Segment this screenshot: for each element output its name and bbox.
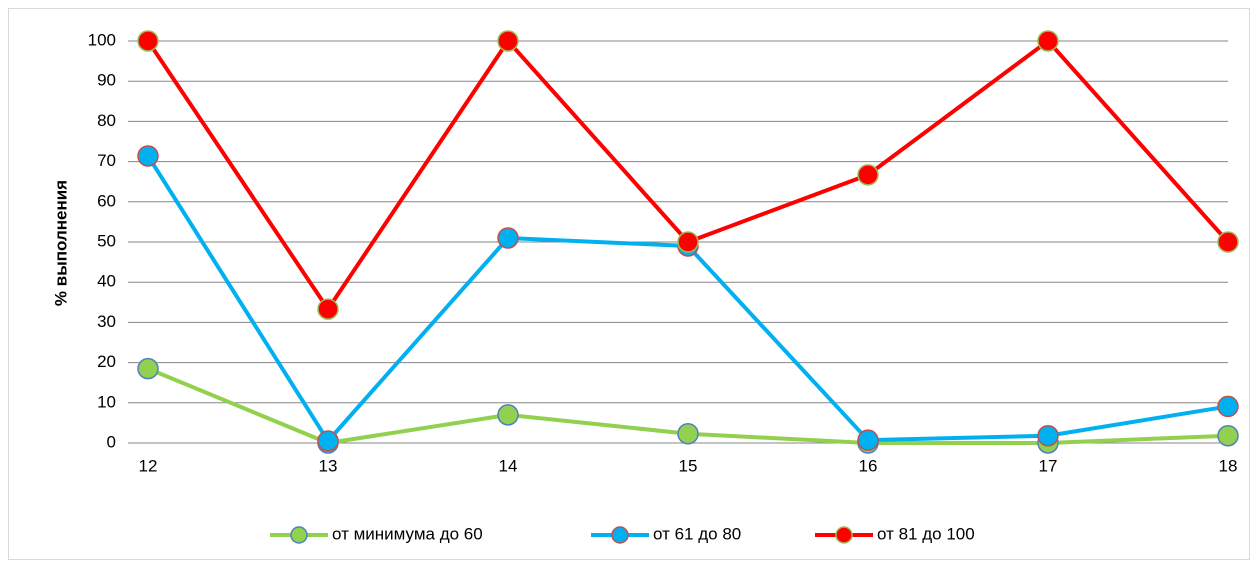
y-tick-label: 40 xyxy=(97,272,116,291)
y-axis-label: % выполнения xyxy=(51,180,70,306)
legend-marker xyxy=(835,526,853,544)
data-point xyxy=(1037,425,1059,447)
x-tick-label: 15 xyxy=(679,456,698,475)
legend-label: от 61 до 80 xyxy=(653,524,741,543)
x-tick-label: 14 xyxy=(499,456,518,475)
y-tick-label: 80 xyxy=(97,111,116,130)
x-tick-label: 18 xyxy=(1219,456,1238,475)
legend-marker xyxy=(290,526,308,544)
y-tick-label: 60 xyxy=(97,191,116,210)
x-tick-label: 17 xyxy=(1039,456,1058,475)
y-tick-label: 0 xyxy=(107,432,116,451)
chart-frame xyxy=(8,8,1250,560)
data-point xyxy=(317,298,339,320)
data-point xyxy=(857,164,879,186)
data-point xyxy=(137,145,159,167)
y-tick-label: 100 xyxy=(88,30,116,49)
x-tick-label: 13 xyxy=(319,456,338,475)
data-point xyxy=(317,430,339,452)
data-point xyxy=(1217,395,1239,418)
data-point xyxy=(137,357,159,380)
y-tick-label: 10 xyxy=(97,392,116,411)
data-point xyxy=(497,404,519,426)
data-point xyxy=(497,30,519,52)
data-point xyxy=(137,30,159,52)
y-tick-label: 20 xyxy=(97,352,116,371)
legend-label: от 81 до 100 xyxy=(877,524,975,543)
data-point xyxy=(1217,425,1239,447)
legend-label: от минимума до 60 xyxy=(332,524,483,543)
x-tick-label: 16 xyxy=(859,456,878,475)
y-tick-label: 50 xyxy=(97,231,116,250)
data-point xyxy=(857,429,879,451)
data-point xyxy=(677,423,699,445)
y-tick-label: 90 xyxy=(97,71,116,90)
data-point xyxy=(1217,231,1239,253)
data-point xyxy=(497,227,519,249)
data-point xyxy=(677,231,699,253)
y-tick-label: 70 xyxy=(97,151,116,170)
data-point xyxy=(1037,30,1059,52)
legend-marker xyxy=(611,526,629,544)
y-tick-label: 30 xyxy=(97,312,116,331)
x-tick-label: 12 xyxy=(139,456,158,475)
